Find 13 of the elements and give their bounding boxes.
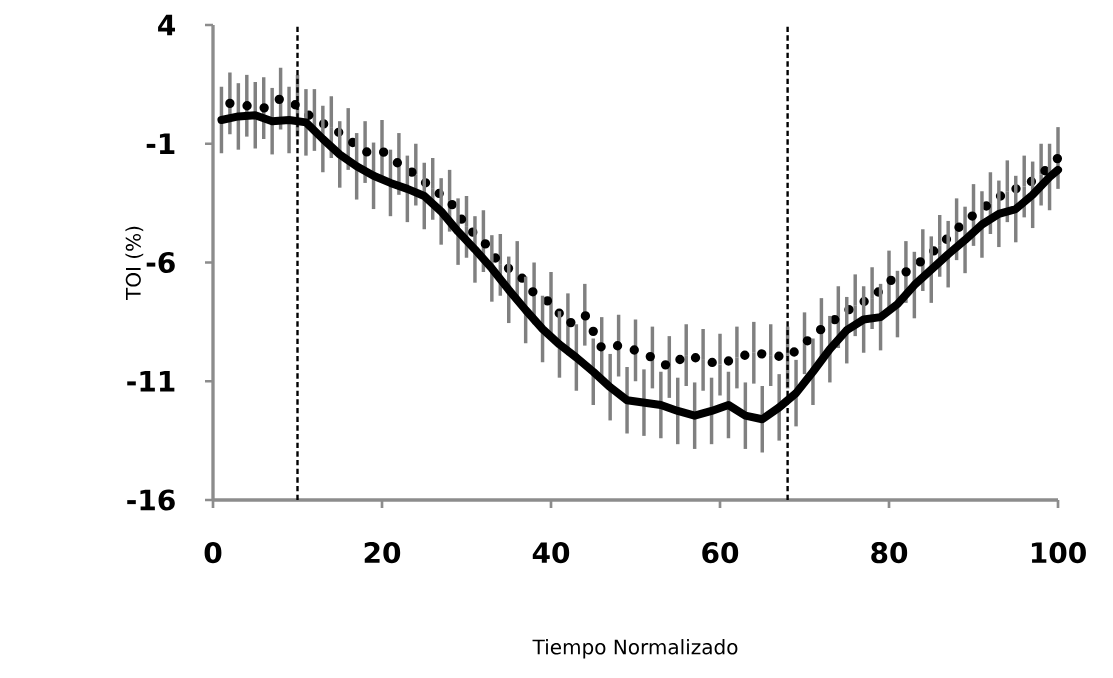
x-tick-label: 40 — [532, 542, 570, 564]
y-tick-label: -11 — [127, 371, 175, 392]
x-tick-label: 0 — [204, 542, 222, 564]
y-tick-label: -6 — [146, 251, 175, 274]
y-axis-title: TOI (%) — [125, 226, 144, 300]
x-tick-label: 20 — [364, 542, 401, 564]
y-tick-label: -16 — [127, 489, 175, 511]
x-tick-label: 80 — [871, 542, 908, 564]
x-tick-label: 100 — [1031, 542, 1086, 564]
y-tick-label: -1 — [146, 133, 175, 154]
y-tick-label: 4 — [158, 14, 175, 36]
x-tick-label: 60 — [702, 542, 739, 564]
x-axis-title: Tiempo Normalizado — [532, 639, 738, 659]
